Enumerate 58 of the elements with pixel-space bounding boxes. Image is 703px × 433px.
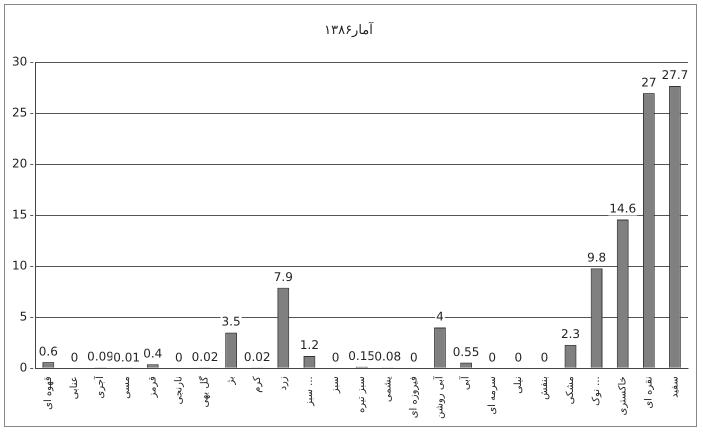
x-tick-label: گل بهی [198,376,211,408]
x-tick-label: سفید [670,376,681,398]
x-tick-label: نارنجی [173,376,184,405]
x-tick-label: آجری [93,375,106,399]
x-tick-label: مسی [121,376,132,399]
x-tick-label: فیروزه ای [408,376,420,418]
data-label: 0.02 [192,350,218,364]
data-label: 0 [514,350,522,364]
x-tick-label: زرد [278,376,289,390]
y-tick-label: 10 [12,258,28,273]
y-tick-label: 20 [12,156,28,171]
x-tick-label: عنابی [69,376,80,400]
data-label: 14.6 [609,202,636,216]
data-label: 1.2 [300,338,319,352]
x-tick-label: مشکی [565,376,576,404]
x-tick-label: سبز ... [304,376,316,407]
x-tick-label: آبی [458,375,472,390]
data-label: 0 [540,350,548,364]
data-label: 0.4 [143,346,162,360]
y-tick-label: 25 [12,106,28,120]
data-label: 27 [641,75,656,90]
y-tick-label: 5 [20,309,28,324]
data-label: 3.5 [222,314,241,329]
data-label: 2.3 [560,326,580,341]
y-tick-label: 0 [20,360,28,374]
data-label: 0.08 [374,350,402,364]
data-label: 0 [175,350,183,364]
data-label: 9.8 [587,250,606,265]
x-tick-label: سبز [330,376,342,394]
data-label: 0 [488,350,496,364]
data-label: 0.01 [113,350,140,364]
data-label: 0 [70,350,78,364]
x-tick-label: یشمی [382,376,394,402]
x-tick-label: نوک ... [591,376,602,406]
x-tick-label: خاکستری [617,376,628,416]
data-label: 0.02 [244,350,271,364]
data-label: 0.6 [38,344,58,358]
x-tick-label: نقره ای [643,376,654,409]
x-tick-label: قهوه ای [42,376,54,410]
data-label: 0 [332,350,340,364]
y-tick-label: 15 [12,208,28,222]
y-tick-label: 30 [12,54,28,69]
x-tick-label: سبز تیره [356,376,368,413]
data-label: 4 [436,310,444,324]
data-label: 0.55 [452,344,480,359]
chart-title: آمار۱۳۸۶ [324,21,374,38]
data-label: 0 [410,350,418,364]
x-tick-label: سرمه ای [486,376,498,415]
data-label: 0.09 [87,349,114,364]
data-label: 27.7 [662,68,688,82]
x-tick-label: بنفش [538,376,550,400]
data-label: 7.9 [274,270,293,284]
data-label: 0.15 [348,348,375,363]
x-tick-label: آبی روشن [432,375,446,420]
x-tick-label: کرم [252,376,263,393]
x-tick-label: نیلی [512,376,524,394]
x-tick-label: بژ [226,376,237,386]
x-tick-label: قرمز [147,376,158,398]
